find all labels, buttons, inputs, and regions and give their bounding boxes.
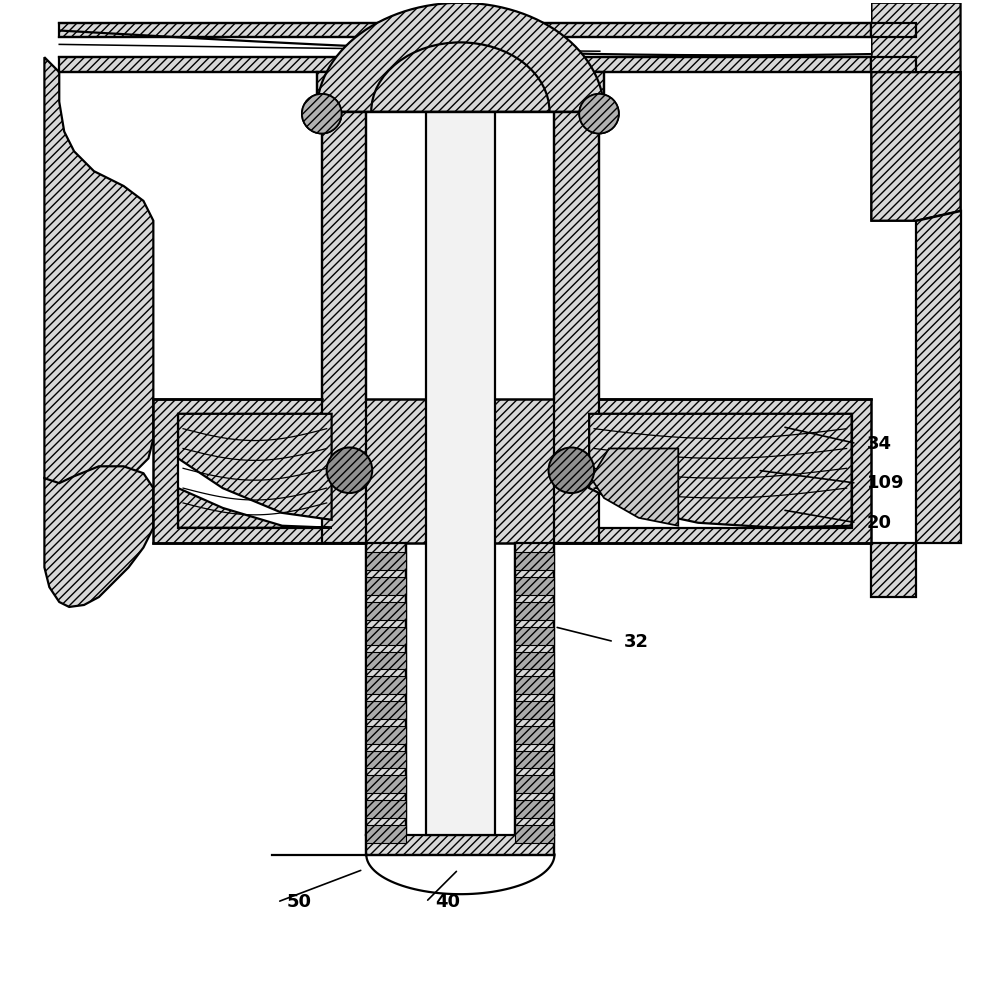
- Polygon shape: [515, 553, 554, 571]
- Polygon shape: [317, 3, 604, 112]
- Polygon shape: [366, 626, 406, 644]
- Polygon shape: [515, 651, 554, 669]
- Polygon shape: [322, 72, 366, 543]
- Polygon shape: [426, 72, 495, 835]
- Polygon shape: [366, 751, 406, 768]
- Polygon shape: [871, 3, 961, 221]
- Polygon shape: [589, 413, 852, 528]
- Polygon shape: [59, 23, 871, 38]
- Text: 34: 34: [866, 434, 891, 452]
- Polygon shape: [589, 413, 852, 528]
- Text: 32: 32: [624, 632, 649, 650]
- Polygon shape: [366, 701, 406, 719]
- Circle shape: [327, 447, 372, 493]
- Polygon shape: [871, 72, 961, 221]
- Wedge shape: [302, 94, 342, 133]
- Circle shape: [549, 447, 594, 493]
- Circle shape: [302, 94, 342, 133]
- Polygon shape: [366, 676, 406, 694]
- Polygon shape: [515, 800, 554, 818]
- Polygon shape: [916, 211, 961, 543]
- Polygon shape: [515, 825, 554, 843]
- Polygon shape: [591, 448, 678, 526]
- Polygon shape: [59, 38, 871, 57]
- Wedge shape: [579, 94, 619, 133]
- Polygon shape: [44, 57, 153, 493]
- Polygon shape: [153, 399, 871, 543]
- Polygon shape: [366, 800, 406, 818]
- Polygon shape: [411, 48, 510, 72]
- Polygon shape: [59, 3, 871, 23]
- Polygon shape: [366, 553, 406, 571]
- Polygon shape: [515, 543, 554, 835]
- Polygon shape: [366, 602, 406, 620]
- Polygon shape: [178, 413, 332, 520]
- Text: 50: 50: [287, 893, 312, 911]
- Polygon shape: [366, 775, 406, 793]
- Polygon shape: [515, 701, 554, 719]
- Polygon shape: [554, 72, 599, 543]
- Polygon shape: [366, 825, 406, 843]
- Polygon shape: [871, 23, 916, 38]
- Polygon shape: [178, 488, 332, 528]
- Polygon shape: [871, 543, 916, 597]
- Polygon shape: [515, 602, 554, 620]
- Polygon shape: [515, 775, 554, 793]
- Text: 20: 20: [866, 514, 891, 532]
- Polygon shape: [366, 726, 406, 744]
- Polygon shape: [317, 72, 604, 112]
- Circle shape: [579, 94, 619, 133]
- Polygon shape: [515, 676, 554, 694]
- Polygon shape: [44, 466, 153, 607]
- Polygon shape: [515, 726, 554, 744]
- Polygon shape: [59, 57, 871, 72]
- Polygon shape: [871, 57, 916, 72]
- Polygon shape: [366, 835, 554, 855]
- Polygon shape: [366, 543, 406, 835]
- Polygon shape: [366, 578, 406, 595]
- Polygon shape: [515, 578, 554, 595]
- Text: 109: 109: [866, 474, 904, 492]
- Polygon shape: [411, 38, 510, 48]
- Polygon shape: [178, 413, 332, 528]
- Polygon shape: [515, 626, 554, 644]
- Polygon shape: [366, 651, 406, 669]
- Polygon shape: [515, 751, 554, 768]
- Text: 40: 40: [436, 893, 461, 911]
